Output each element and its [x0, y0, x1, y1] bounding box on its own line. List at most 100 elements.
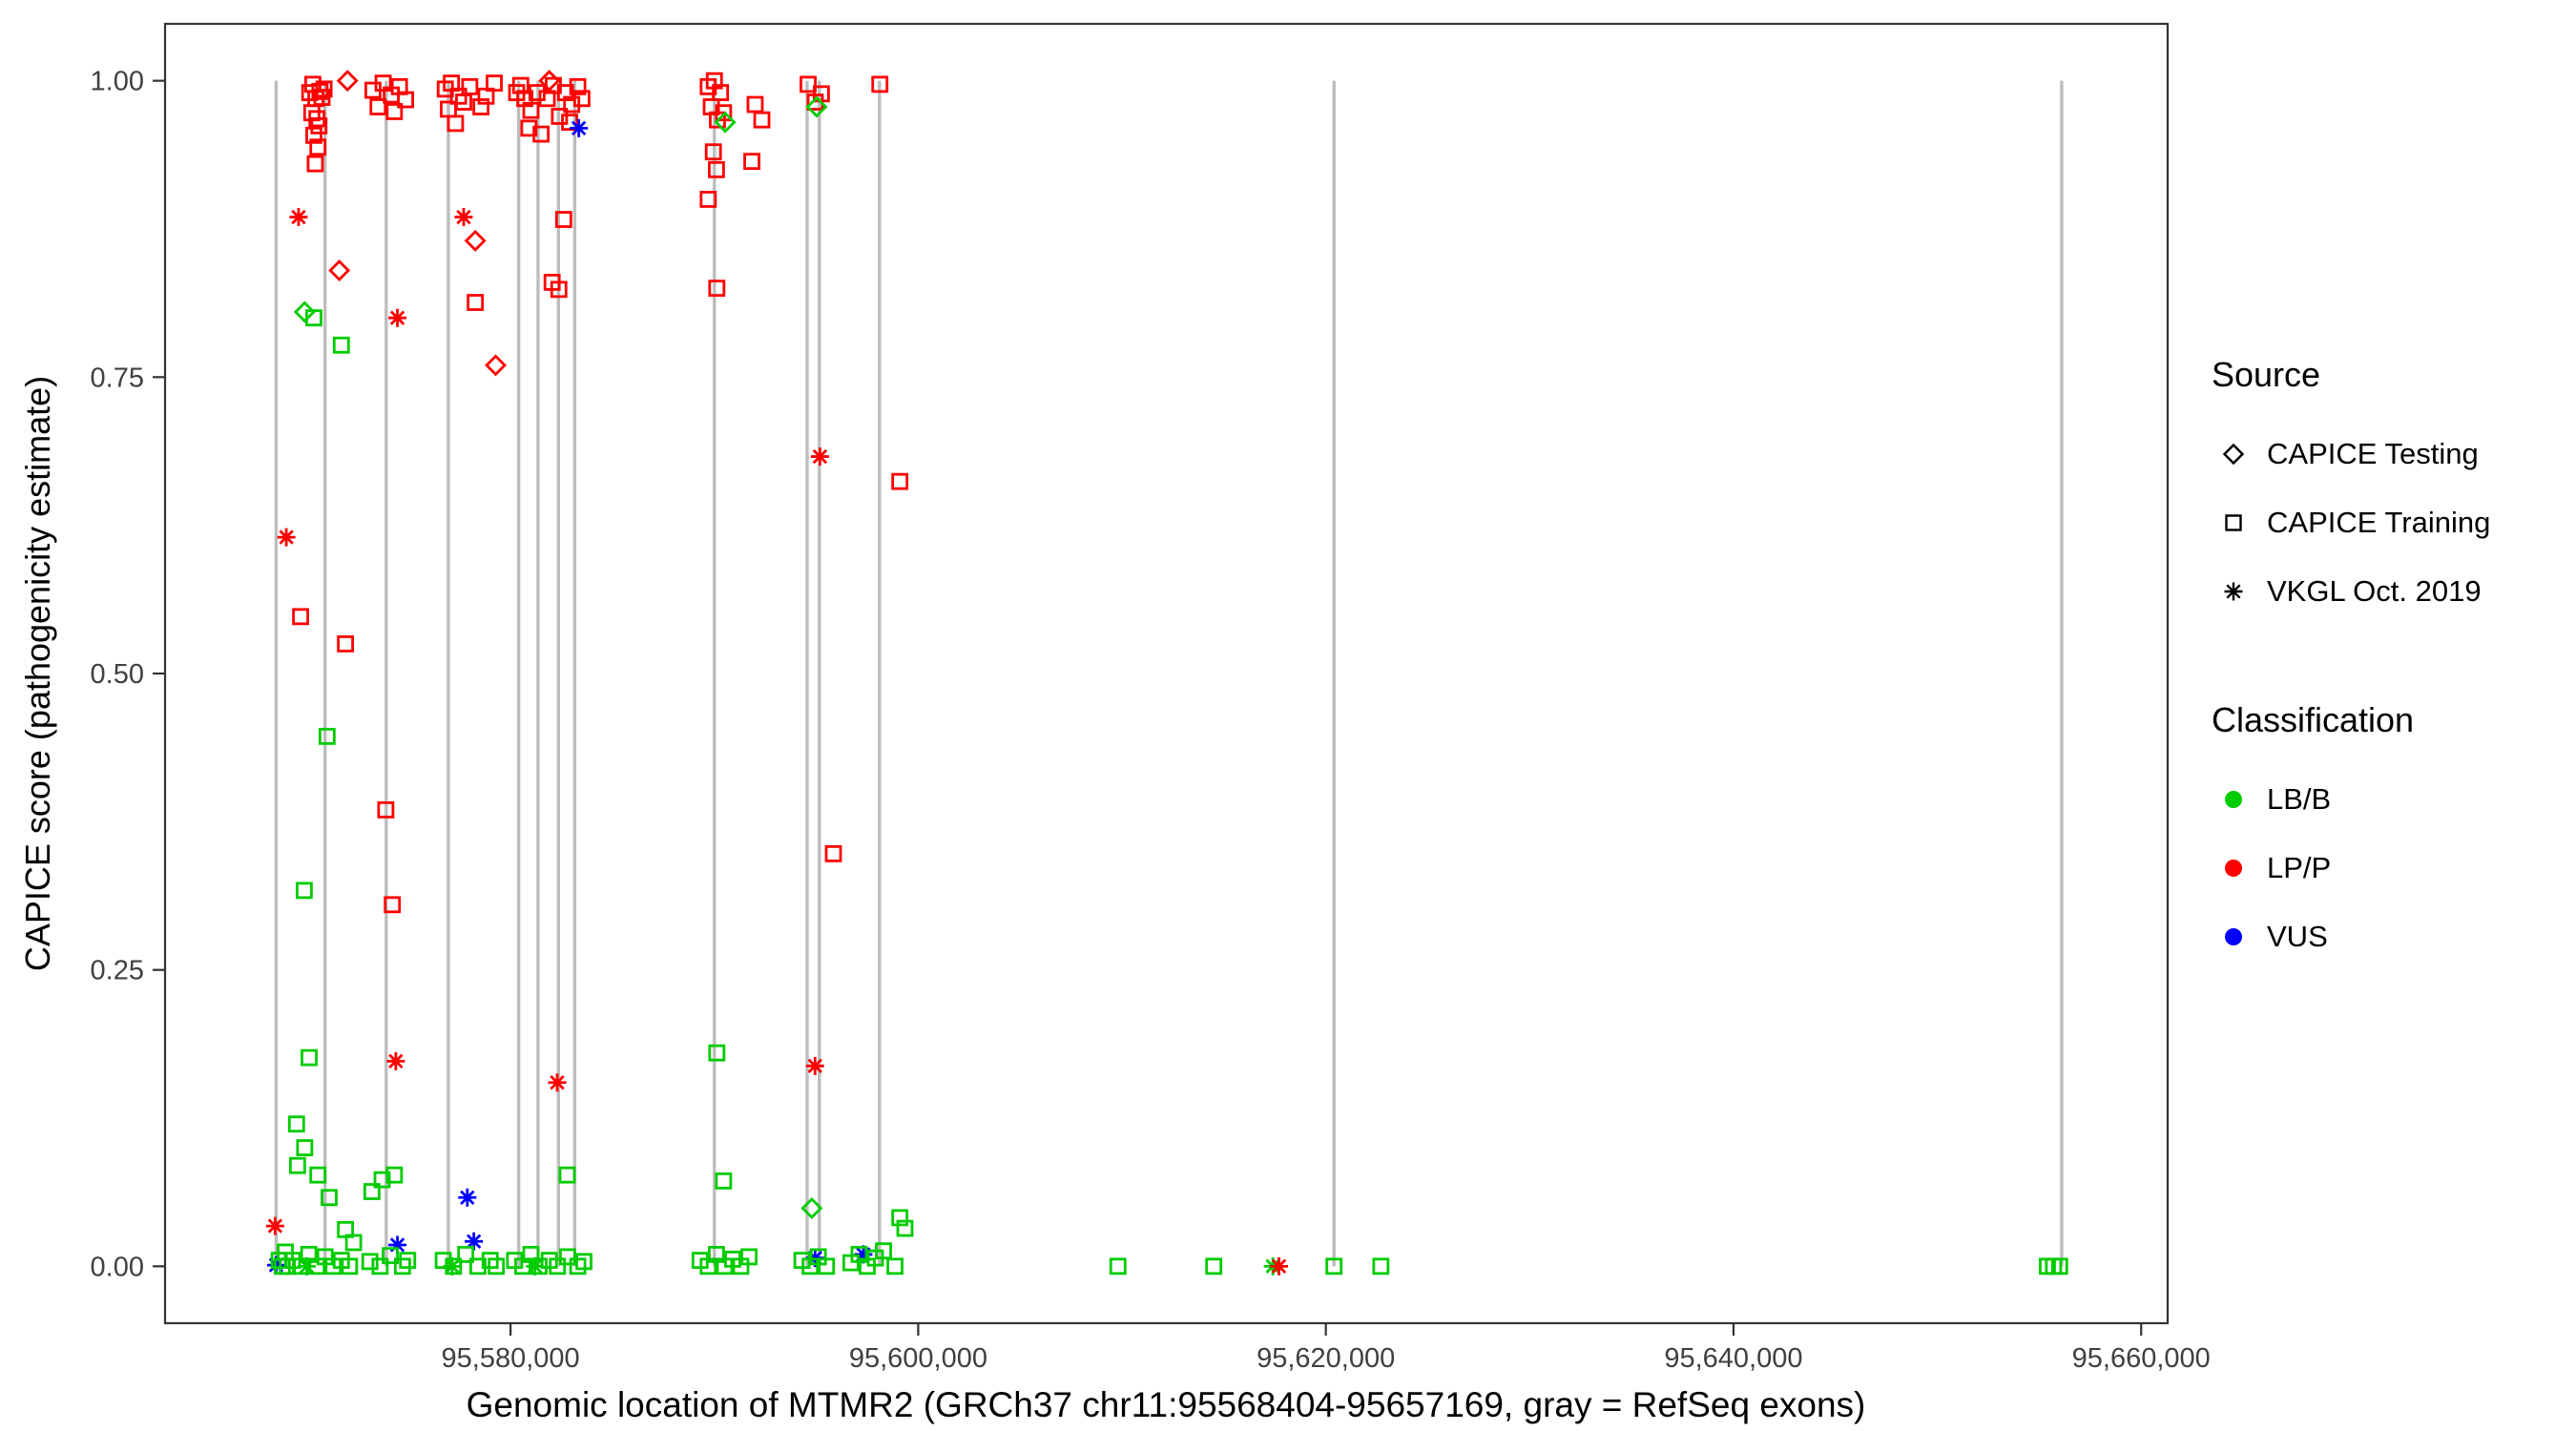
square-marker: [891, 1209, 909, 1227]
square-marker: [1205, 1257, 1223, 1275]
asterisk-marker: [297, 1256, 316, 1275]
diamond-icon: [2212, 435, 2255, 473]
square-marker: [488, 1257, 506, 1275]
square-marker: [288, 1156, 306, 1174]
legend-item-capice-testing: CAPICE Testing: [2212, 420, 2565, 488]
square-marker: [707, 160, 725, 178]
y-tick-label: 0.00: [91, 1252, 144, 1282]
y-tick-label: 0.25: [91, 956, 144, 986]
square-marker: [341, 1257, 359, 1275]
y-tick-label: 0.50: [91, 659, 144, 690]
legend-item-capice-training: CAPICE Training: [2212, 488, 2565, 557]
diamond-marker: [336, 70, 359, 93]
square-marker: [447, 114, 465, 133]
x-tick-label: 95,580,000: [442, 1343, 580, 1374]
square-marker: [363, 1183, 381, 1200]
square-marker: [301, 1048, 318, 1067]
diamond-marker: [293, 301, 316, 323]
square-marker: [1109, 1257, 1127, 1275]
square-marker: [384, 896, 402, 914]
square-marker: [708, 280, 726, 298]
color-dot-icon: [2212, 849, 2255, 887]
legend-source-items: CAPICE Testing CAPICE Training VKGL Oct. 2…: [2212, 420, 2565, 626]
asterisk-marker: [1270, 1256, 1289, 1275]
diamond-marker: [800, 1196, 823, 1219]
square-marker: [886, 1257, 904, 1275]
square-marker: [2225, 514, 2242, 531]
square-marker: [2050, 1257, 2068, 1275]
square-marker: [305, 309, 322, 327]
y-tick-label: 0.75: [91, 363, 144, 393]
legend-item-lb-b: LB/B: [2212, 765, 2565, 834]
legend-item-lp-p: LP/P: [2212, 834, 2565, 902]
legend-item-label: CAPICE Testing: [2267, 437, 2479, 470]
square-marker: [896, 1219, 914, 1237]
square-marker: [554, 211, 572, 228]
square-marker: [575, 1253, 592, 1271]
square-marker: [399, 1252, 417, 1270]
legend-classification-items: LB/B LP/P VUS: [2212, 765, 2565, 971]
square-marker: [712, 84, 730, 101]
square-marker: [467, 294, 485, 311]
asterisk-marker: [443, 1256, 462, 1275]
square-marker: [824, 844, 842, 862]
y-axis-title: CAPICE score (pathogenicity estimate): [18, 375, 57, 972]
square-marker: [344, 1234, 363, 1252]
diamond-marker: [485, 354, 508, 377]
legend-color-dot: [2225, 928, 2242, 945]
square-marker: [306, 155, 324, 173]
square-marker: [461, 77, 479, 95]
asterisk-marker: [805, 1056, 824, 1075]
square-marker: [558, 1166, 576, 1184]
square-marker: [305, 126, 322, 144]
square-marker: [743, 153, 760, 171]
diamond-marker: [805, 95, 828, 118]
square-marker: [891, 472, 909, 490]
legend-item-label: CAPICE Training: [2267, 506, 2491, 539]
legend-color-dot: [2225, 791, 2242, 808]
square-marker: [310, 116, 328, 135]
asterisk-marker: [465, 1232, 484, 1251]
asterisk-marker: [854, 1245, 873, 1264]
diamond-marker: [328, 259, 351, 281]
asterisk-marker: [2224, 582, 2243, 601]
asterisk-icon: [2212, 572, 2255, 611]
square-marker: [753, 111, 771, 129]
x-tick-label: 95,620,000: [1257, 1343, 1395, 1374]
square-icon: [2212, 504, 2255, 542]
square-marker: [377, 801, 395, 819]
data-points: [265, 70, 2068, 1275]
square-marker: [369, 98, 387, 115]
square-marker: [572, 90, 591, 108]
x-tick-label: 95,660,000: [2072, 1343, 2211, 1374]
asterisk-marker: [810, 447, 829, 467]
legend-color-dot: [2225, 860, 2242, 877]
square-marker: [472, 98, 490, 115]
square-marker: [569, 77, 587, 95]
square-marker: [315, 80, 333, 98]
diamond-marker: [714, 111, 737, 134]
color-dot-icon: [2212, 780, 2255, 819]
asterisk-marker: [458, 1188, 477, 1207]
square-marker: [704, 143, 722, 161]
square-marker: [708, 1044, 726, 1062]
square-marker: [318, 727, 336, 745]
legend-item-label: LP/P: [2267, 851, 2332, 884]
square-marker: [385, 103, 404, 120]
asterisk-marker: [388, 308, 407, 327]
asterisk-marker: [386, 1051, 405, 1070]
square-marker: [875, 1242, 892, 1260]
y-tick-label: 1.00: [91, 67, 144, 97]
square-marker: [337, 635, 354, 653]
square-marker: [321, 1189, 338, 1207]
asterisk-marker: [277, 528, 296, 547]
square-marker: [292, 608, 309, 626]
legend-item-label: VUS: [2267, 920, 2328, 953]
square-marker: [800, 75, 817, 93]
square-marker: [373, 1171, 391, 1189]
color-dot-icon: [2212, 918, 2255, 956]
square-marker: [740, 1248, 758, 1266]
legend-item-vus: VUS: [2212, 902, 2565, 971]
